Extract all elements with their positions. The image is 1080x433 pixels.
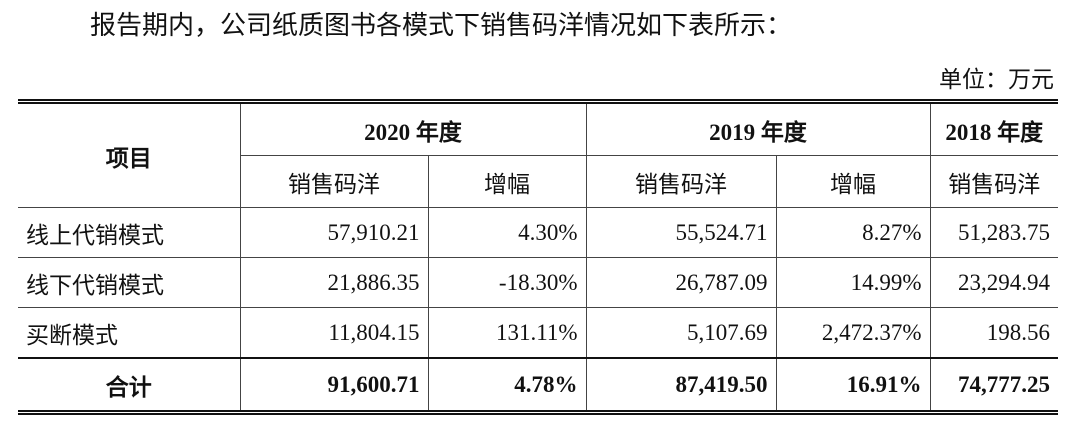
year-header-2018: 2018 年度	[929, 101, 1058, 156]
total-sales-2018: 74,777.25	[929, 357, 1058, 413]
intro-paragraph: 报告期内，公司纸质图书各模式下销售码洋情况如下表所示：	[90, 11, 793, 41]
total-label: 合计	[18, 357, 241, 413]
subheader-growth-2020: 增幅	[427, 155, 587, 208]
cell-growth-2019: 14.99%	[775, 257, 931, 308]
table-row: 买断模式 11,804.15 131.11% 5,107.69 2,472.37…	[18, 307, 1058, 359]
total-sales-2020: 91,600.71	[239, 357, 429, 413]
table-row: 线上代销模式 57,910.21 4.30% 55,524.71 8.27% 5…	[18, 207, 1058, 258]
item-header: 项目	[18, 101, 241, 208]
row-label: 买断模式	[18, 307, 241, 359]
header-row-years: 项目 2020 年度 2019 年度 2018 年度	[18, 101, 1058, 208]
cell-growth-2019: 2,472.37%	[775, 307, 931, 359]
cell-sales-2020: 21,886.35	[239, 257, 429, 308]
unit-label: 单位：万元	[939, 67, 1054, 93]
total-sales-2019: 87,419.50	[585, 357, 777, 413]
cell-sales-2019: 55,524.71	[585, 207, 777, 258]
sales-table: 项目 2020 年度 2019 年度 2018 年度 销售码洋 增幅 销售码洋 …	[18, 99, 1058, 415]
cell-growth-2020: 4.30%	[427, 207, 587, 258]
subheader-sales-2018: 销售码洋	[929, 155, 1058, 208]
row-label: 线下代销模式	[18, 257, 241, 308]
cell-sales-2018: 198.56	[929, 307, 1058, 359]
cell-sales-2019: 26,787.09	[585, 257, 777, 308]
cell-growth-2020: 131.11%	[427, 307, 587, 359]
cell-sales-2018: 51,283.75	[929, 207, 1058, 258]
cell-sales-2018: 23,294.94	[929, 257, 1058, 308]
row-label: 线上代销模式	[18, 207, 241, 258]
table-row: 线下代销模式 21,886.35 -18.30% 26,787.09 14.99…	[18, 257, 1058, 308]
total-growth-2019: 16.91%	[775, 357, 931, 413]
total-row: 合计 91,600.71 4.78% 87,419.50 16.91% 74,7…	[18, 357, 1058, 413]
total-growth-2020: 4.78%	[427, 357, 587, 413]
subheader-sales-2019: 销售码洋	[585, 155, 777, 208]
cell-growth-2020: -18.30%	[427, 257, 587, 308]
subheader-growth-2019: 增幅	[775, 155, 931, 208]
year-header-2020: 2020 年度	[239, 101, 587, 156]
cell-sales-2020: 11,804.15	[239, 307, 429, 359]
cell-sales-2019: 5,107.69	[585, 307, 777, 359]
header-row-metrics: 销售码洋 增幅 销售码洋 增幅 销售码洋	[18, 155, 1058, 208]
cell-growth-2019: 8.27%	[775, 207, 931, 258]
subheader-sales-2020: 销售码洋	[240, 155, 429, 208]
cell-sales-2020: 57,910.21	[239, 207, 429, 258]
year-header-2019: 2019 年度	[585, 101, 931, 156]
